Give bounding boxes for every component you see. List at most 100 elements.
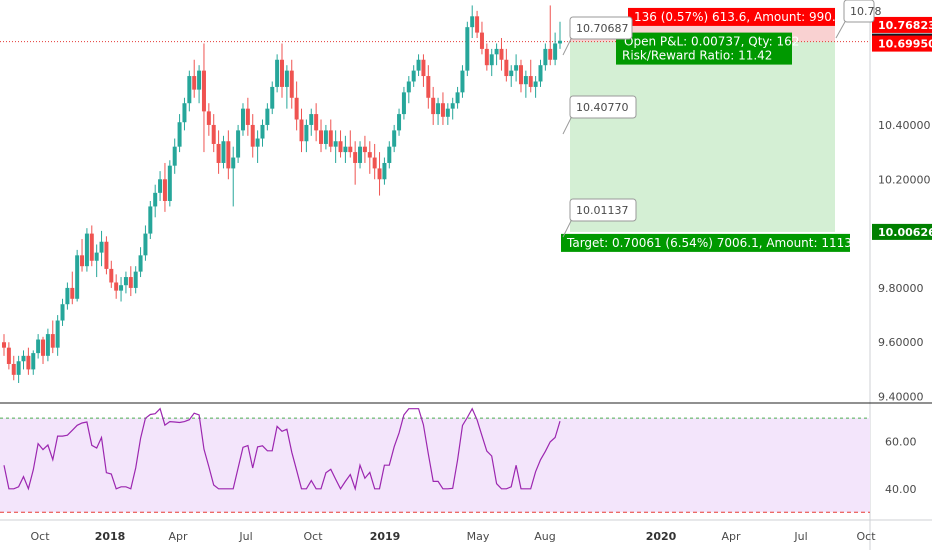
candle-body	[314, 114, 319, 131]
candle-body	[187, 76, 192, 104]
time-tick-label: 2020	[646, 530, 677, 543]
candle-body	[123, 277, 128, 286]
callout-pointer	[562, 36, 573, 56]
candle-body	[362, 146, 367, 153]
candle-body	[197, 70, 202, 90]
candle-body	[275, 59, 280, 87]
candle-body	[172, 146, 177, 166]
candle-body	[504, 59, 509, 77]
callout-box	[569, 198, 637, 222]
candles-group	[2, 5, 562, 383]
time-tick-label: Oct	[30, 530, 50, 543]
candle-body	[133, 271, 138, 288]
candle-body	[177, 122, 182, 147]
candle-body	[431, 97, 436, 115]
rsi-band	[0, 418, 870, 513]
candle-body	[353, 152, 358, 163]
candle-body	[387, 146, 392, 163]
candle-body	[45, 334, 50, 356]
candle-body	[465, 27, 470, 71]
candle-body	[479, 32, 484, 49]
candle-body	[162, 179, 167, 201]
candle-body	[99, 241, 104, 253]
candle-body	[16, 361, 21, 375]
price-tag	[872, 35, 932, 52]
candle-body	[499, 48, 504, 60]
open-pl-box	[616, 32, 792, 65]
candle-body	[319, 130, 324, 144]
target-label-box	[561, 233, 850, 252]
candle-body	[299, 119, 304, 142]
candle-body	[153, 192, 158, 207]
time-tick-label: Apr	[168, 530, 188, 543]
candle-body	[21, 355, 26, 362]
time-tick-label: Oct	[856, 530, 876, 543]
candle-body	[509, 70, 514, 77]
price-tick-label: 9.40000	[878, 391, 924, 404]
candle-body	[475, 16, 480, 33]
rsi-tick-label: 60.00	[885, 436, 917, 449]
candle-body	[250, 124, 255, 147]
candle-body	[494, 48, 499, 55]
callout-pointer	[562, 115, 573, 135]
callout-pointer	[562, 218, 573, 238]
callout-box	[843, 0, 875, 23]
candle-body	[548, 48, 553, 60]
candle-body	[143, 233, 148, 256]
time-tick-label: Apr	[721, 530, 741, 543]
candle-body	[392, 130, 397, 147]
candle-body	[372, 157, 377, 169]
candle-body	[94, 252, 99, 261]
time-tick-label: Jul	[238, 530, 252, 543]
candle-body	[128, 277, 133, 288]
candle-body	[401, 92, 406, 115]
candle-body	[328, 130, 333, 147]
candle-body	[426, 76, 431, 98]
candle-body	[167, 165, 172, 201]
candle-body	[265, 108, 270, 125]
candle-body	[11, 363, 16, 375]
candle-body	[348, 146, 353, 153]
candle-body	[114, 282, 119, 291]
candle-body	[484, 48, 489, 66]
candle-body	[397, 114, 402, 131]
candle-body	[75, 255, 80, 299]
price-tick-label: 9.80000	[878, 282, 924, 295]
price-tag-label: 10.00626	[878, 226, 932, 239]
candle-body	[309, 114, 314, 125]
time-tick-label: 2018	[95, 530, 126, 543]
candle-body	[245, 108, 250, 125]
candle-body	[41, 339, 46, 356]
rsi-line	[3, 407, 561, 492]
candle-body	[36, 339, 41, 354]
candle-body	[6, 347, 11, 364]
callout-label: 10.01137	[576, 204, 629, 217]
candle-body	[280, 59, 284, 87]
price-tag-label: 10.69950	[878, 38, 932, 51]
price-tag-label: 10.76823	[878, 19, 932, 32]
price-tag	[872, 16, 932, 33]
callout-label: 10.70687	[576, 22, 629, 35]
candle-body	[323, 130, 328, 144]
candle-body	[65, 287, 70, 305]
candle-body	[26, 355, 31, 370]
risk-reward-label: Risk/Reward Ratio: 11.42	[622, 49, 772, 63]
open-pl-label: Open P&L: 0.00737, Qty: 162	[624, 35, 799, 49]
candle-body	[231, 157, 236, 169]
candle-body	[60, 304, 65, 321]
time-tick-label: Jul	[793, 530, 807, 543]
candle-body	[367, 152, 372, 158]
candle-body	[528, 76, 533, 87]
candle-body	[192, 76, 197, 90]
candle-body	[421, 59, 426, 77]
candle-body	[533, 81, 538, 87]
candle-body	[206, 111, 211, 125]
candle-body	[436, 103, 441, 115]
rsi-tick-label: 40.00	[885, 483, 917, 496]
candle-body	[50, 334, 55, 348]
candle-body	[240, 108, 245, 131]
candle-body	[182, 103, 187, 123]
candle-body	[518, 65, 523, 85]
